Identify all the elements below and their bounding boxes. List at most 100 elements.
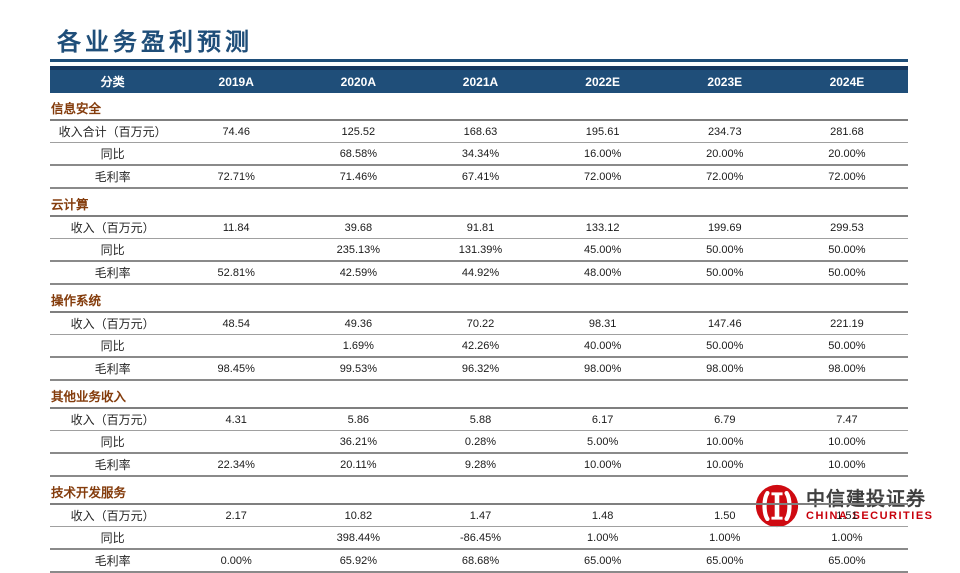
value-cell: 91.81 bbox=[419, 215, 542, 239]
row-label: 收入（百万元） bbox=[50, 311, 176, 335]
value-cell: 10.00% bbox=[785, 430, 908, 454]
value-cell: 65.92% bbox=[297, 549, 420, 573]
value-cell: 1.00% bbox=[663, 526, 786, 550]
value-cell: 40.00% bbox=[541, 334, 664, 358]
value-cell bbox=[175, 142, 298, 166]
value-cell: 74.46 bbox=[175, 119, 298, 143]
value-cell: 10.00% bbox=[663, 453, 786, 477]
section-row: 技术开发服务 bbox=[50, 476, 908, 504]
table-row: 同比 1.69% 42.26% 40.00% 50.00% 50.00% bbox=[50, 334, 908, 358]
value-cell: 68.68% bbox=[419, 549, 542, 573]
value-cell: 52.81% bbox=[175, 261, 298, 285]
value-cell: 281.68 bbox=[785, 119, 908, 143]
row-label: 收入合计（百万元） bbox=[50, 119, 176, 143]
value-cell bbox=[175, 334, 298, 358]
value-cell: 22.34% bbox=[175, 453, 298, 477]
table-row: 收入（百万元） 48.54 49.36 70.22 98.31 147.46 221.19 bbox=[50, 311, 908, 335]
value-cell: 1.47 bbox=[419, 503, 542, 527]
value-cell: 96.32% bbox=[419, 357, 542, 381]
section-title: 其他业务收入 bbox=[51, 390, 127, 404]
table-row: 收入合计（百万元） 74.46 125.52 168.63 195.61 234.73 28… bbox=[50, 119, 908, 143]
section-row: 操作系统 bbox=[50, 284, 908, 312]
value-cell: 9.28% bbox=[419, 453, 542, 477]
value-cell: 4.31 bbox=[175, 407, 298, 431]
row-label: 同比 bbox=[50, 238, 176, 262]
column-header-year: 2022E bbox=[541, 66, 664, 93]
value-cell: 39.68 bbox=[297, 215, 420, 239]
value-cell: 72.00% bbox=[541, 165, 664, 189]
value-cell: 11.84 bbox=[175, 215, 298, 239]
row-label: 收入（百万元） bbox=[50, 407, 176, 431]
value-cell: 44.92% bbox=[419, 261, 542, 285]
value-cell: 50.00% bbox=[663, 238, 786, 262]
row-label: 毛利率 bbox=[50, 165, 176, 189]
row-label: 毛利率 bbox=[50, 453, 176, 477]
column-header-category: 分类 bbox=[50, 66, 176, 93]
value-cell: 1.51 bbox=[785, 503, 908, 527]
value-cell: 1.00% bbox=[785, 526, 908, 550]
value-cell: 131.39% bbox=[419, 238, 542, 262]
value-cell bbox=[175, 430, 298, 454]
row-label: 同比 bbox=[50, 334, 176, 358]
column-header-year: 2024E bbox=[785, 66, 908, 93]
section-title: 操作系统 bbox=[51, 294, 102, 308]
value-cell: 98.00% bbox=[663, 357, 786, 381]
row-label: 毛利率 bbox=[50, 261, 176, 285]
value-cell: 98.00% bbox=[541, 357, 664, 381]
row-label: 收入（百万元） bbox=[50, 215, 176, 239]
value-cell: 36.21% bbox=[297, 430, 420, 454]
table-row: 毛利率 0.00% 65.92% 68.68% 65.00% 65.00% 65.00% bbox=[50, 549, 908, 573]
value-cell: 10.82 bbox=[297, 503, 420, 527]
value-cell: 1.69% bbox=[297, 334, 420, 358]
value-cell: 195.61 bbox=[541, 119, 664, 143]
value-cell: 199.69 bbox=[663, 215, 786, 239]
value-cell: 20.00% bbox=[663, 142, 786, 166]
table-header: 分类 2019A 2020A 2021A 2022E 2023E 2024E bbox=[50, 66, 908, 93]
value-cell: 299.53 bbox=[785, 215, 908, 239]
value-cell: 67.41% bbox=[419, 165, 542, 189]
value-cell: 70.22 bbox=[419, 311, 542, 335]
value-cell: 133.12 bbox=[541, 215, 664, 239]
column-header-year: 2021A bbox=[419, 66, 542, 93]
value-cell: 98.00% bbox=[785, 357, 908, 381]
value-cell: 10.00% bbox=[541, 453, 664, 477]
section-title: 信息安全 bbox=[51, 102, 102, 116]
value-cell: 34.34% bbox=[419, 142, 542, 166]
value-cell: 2.17 bbox=[175, 503, 298, 527]
value-cell: 99.53% bbox=[297, 357, 420, 381]
section-row: 云计算 bbox=[50, 188, 908, 216]
section-title: 云计算 bbox=[51, 198, 89, 212]
table-row: 毛利率 22.34% 20.11% 9.28% 10.00% 10.00% 10.00% bbox=[50, 453, 908, 477]
value-cell: 168.63 bbox=[419, 119, 542, 143]
table-row: 同比 68.58% 34.34% 16.00% 20.00% 20.00% bbox=[50, 142, 908, 166]
value-cell: 50.00% bbox=[785, 261, 908, 285]
table-row: 同比 36.21% 0.28% 5.00% 10.00% 10.00% bbox=[50, 430, 908, 454]
value-cell: 1.00% bbox=[541, 526, 664, 550]
page-title: 各业务盈利预测 bbox=[57, 29, 253, 56]
section-row: 其他业务收入 bbox=[50, 380, 908, 408]
value-cell: 0.00% bbox=[175, 549, 298, 573]
value-cell: 98.45% bbox=[175, 357, 298, 381]
table-row: 同比 398.44% -86.45% 1.00% 1.00% 1.00% bbox=[50, 526, 908, 550]
row-label: 同比 bbox=[50, 430, 176, 454]
row-label: 毛利率 bbox=[50, 357, 176, 381]
value-cell: 42.26% bbox=[419, 334, 542, 358]
value-cell: 65.00% bbox=[663, 549, 786, 573]
value-cell: -86.45% bbox=[419, 526, 542, 550]
value-cell: 50.00% bbox=[785, 238, 908, 262]
value-cell: 65.00% bbox=[541, 549, 664, 573]
value-cell: 49.36 bbox=[297, 311, 420, 335]
value-cell: 45.00% bbox=[541, 238, 664, 262]
column-header-year: 2019A bbox=[175, 66, 298, 93]
table-header-row: 分类 2019A 2020A 2021A 2022E 2023E 2024E bbox=[50, 66, 908, 93]
value-cell: 147.46 bbox=[663, 311, 786, 335]
value-cell: 5.00% bbox=[541, 430, 664, 454]
value-cell: 5.86 bbox=[297, 407, 420, 431]
value-cell: 7.47 bbox=[785, 407, 908, 431]
value-cell: 98.31 bbox=[541, 311, 664, 335]
value-cell bbox=[175, 238, 298, 262]
section-title: 技术开发服务 bbox=[51, 486, 127, 500]
value-cell: 1.48 bbox=[541, 503, 664, 527]
row-label: 收入（百万元） bbox=[50, 503, 176, 527]
table-row: 收入（百万元） 4.31 5.86 5.88 6.17 6.79 7.47 bbox=[50, 407, 908, 431]
